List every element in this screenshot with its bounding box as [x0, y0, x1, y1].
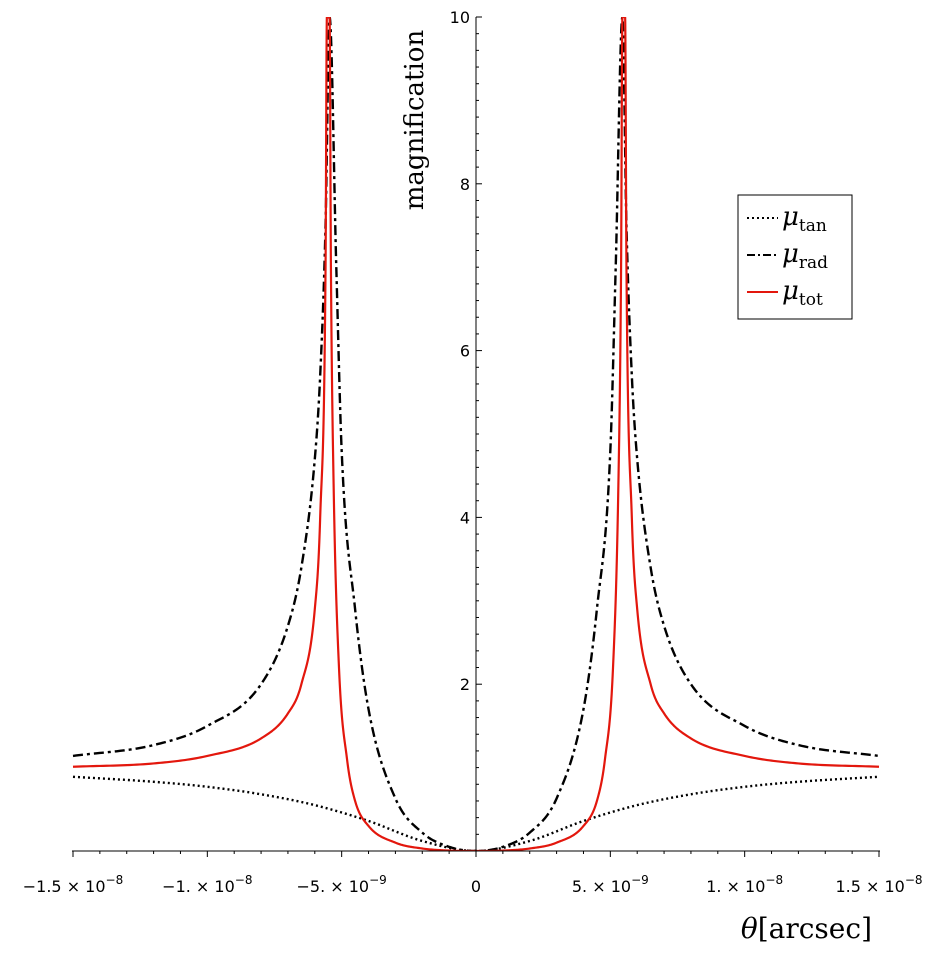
x-tick-label: −1.5 × 10−8 [23, 873, 124, 896]
series-line-tot [72, 17, 880, 851]
legend-label-tot: μtot [782, 276, 823, 310]
x-tick-label: −5. × 10−9 [297, 873, 387, 896]
x-tick-label: 5. × 10−9 [572, 873, 649, 896]
legend-label-rad: μrad [782, 239, 828, 273]
y-tick-label: 4 [460, 508, 470, 527]
series-line-rad [72, 17, 880, 851]
x-tick-label: 1.5 × 10−8 [835, 873, 922, 896]
legend-label-tan: μtan [782, 202, 827, 236]
x-axis-label-symbol: θ [741, 912, 758, 945]
x-ticks: −1.5 × 10−8 −1. × 10−8 −5. × 10−9 0 5. × 10−… [23, 851, 923, 896]
y-ticks: 2 4 6 8 10 [450, 8, 482, 694]
legend-box [737, 194, 853, 320]
y-minor-ticks [476, 33, 479, 835]
x-axis-label-unit: arcsec [769, 912, 861, 945]
y-tick-label: 2 [460, 675, 470, 694]
y-axis-label: magnification [400, 30, 430, 211]
x-axis-label: θ[arcsec] [741, 912, 872, 945]
y-tick-label: 6 [460, 342, 470, 361]
series-layer [72, 17, 880, 851]
series-line-tan [72, 775, 880, 851]
x-minor-ticks [99, 851, 853, 854]
x-tick-label: −1. × 10−8 [162, 873, 252, 896]
x-tick-label: 0 [471, 877, 481, 896]
y-tick-label: 8 [460, 175, 470, 194]
y-tick-label: 10 [450, 8, 470, 27]
x-tick-label: 1. × 10−8 [706, 873, 783, 896]
